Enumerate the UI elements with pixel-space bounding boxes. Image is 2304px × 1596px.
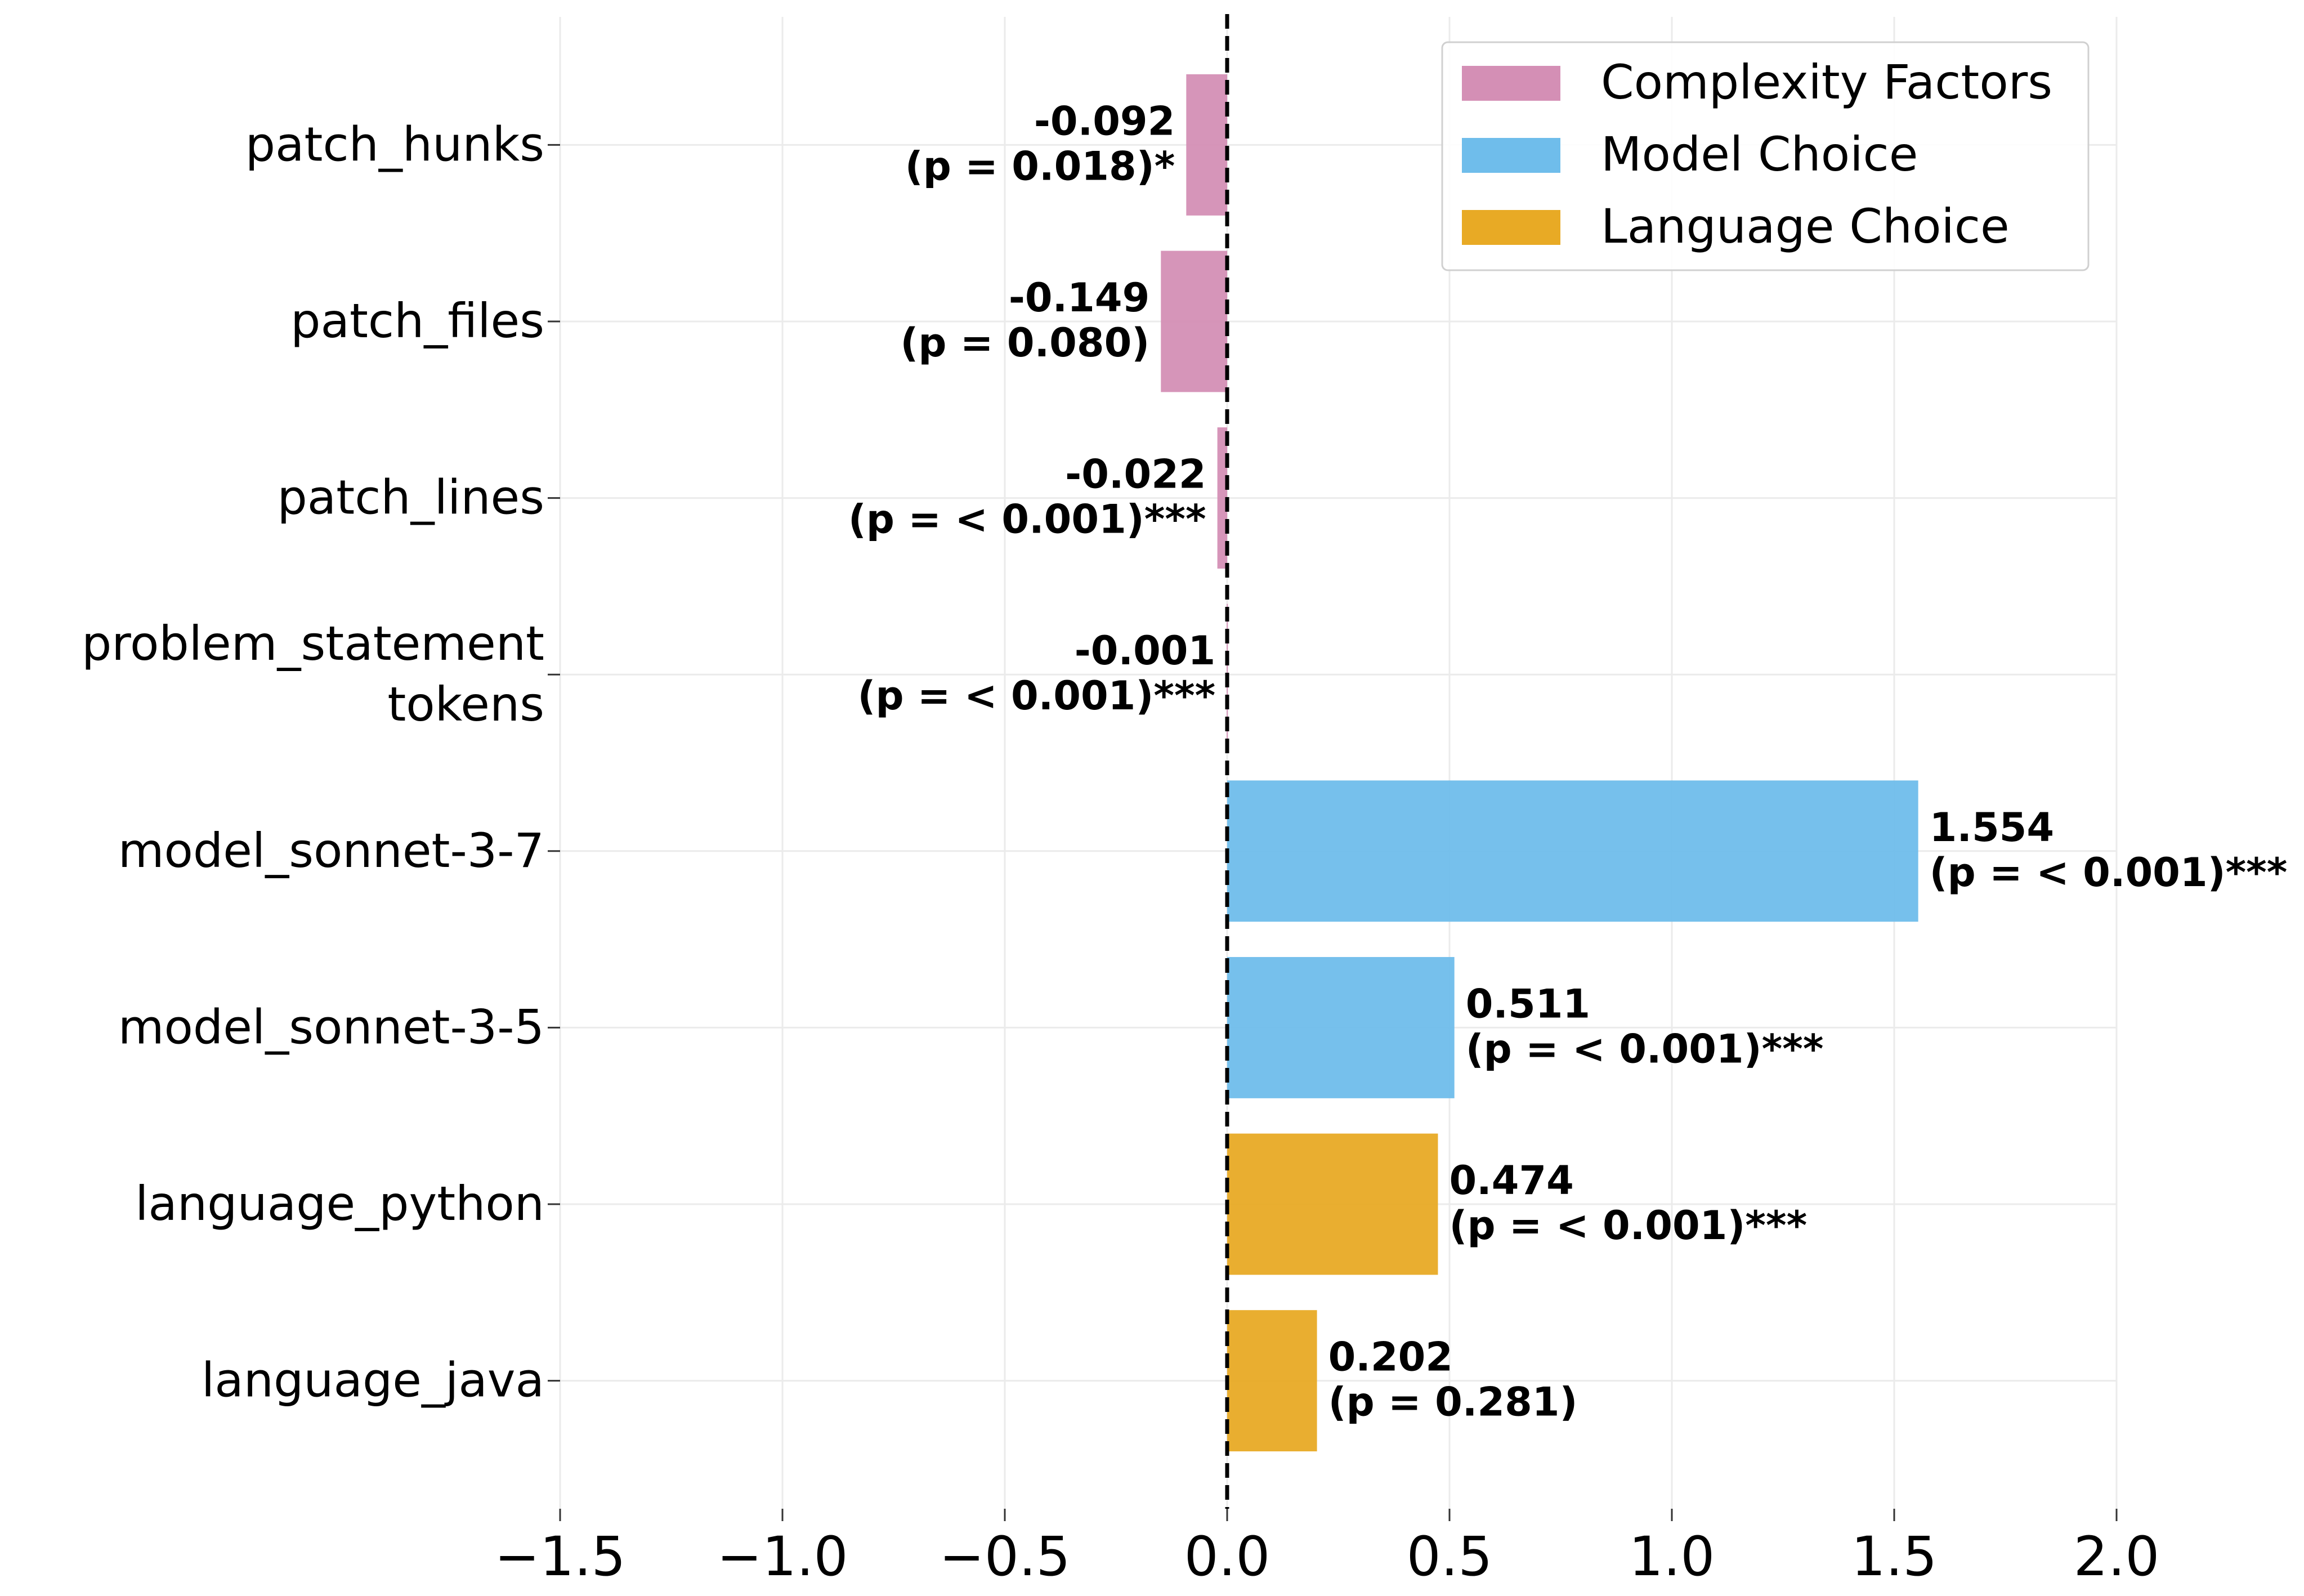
p-value-label: (p = < 0.001)***: [857, 673, 1215, 719]
value-label: 0.202: [1328, 1334, 1453, 1380]
x-tick-label: −1.5: [494, 1525, 625, 1588]
x-tick-label: 1.0: [1629, 1525, 1715, 1588]
value-label: -0.092: [1034, 98, 1175, 144]
y-axis: patch_hunks patch_files patch_linesproblem…: [82, 117, 560, 1408]
bar: [1217, 427, 1227, 569]
y-tick-label: patch_files: [290, 293, 544, 348]
p-value-label: (p = < 0.001)***: [1930, 850, 2288, 896]
legend-swatch: [1462, 66, 1560, 101]
y-tick-label: patch_lines: [277, 470, 544, 525]
value-label: -0.149: [1009, 275, 1149, 321]
x-tick-label: −0.5: [939, 1525, 1070, 1588]
legend-label: Complexity Factors: [1601, 55, 2052, 110]
p-value-label: (p = 0.018)*: [905, 143, 1175, 189]
legend-box: [1441, 41, 2090, 271]
legend: Complexity Factors Model Choice Language C…: [1441, 41, 2090, 271]
value-label: -0.022: [1065, 451, 1206, 498]
bar: [1186, 74, 1227, 216]
y-tick-label: tokens: [387, 677, 544, 732]
value-label: 0.511: [1466, 981, 1590, 1027]
x-tick-label: 0.5: [1407, 1525, 1493, 1588]
bar: [1227, 1310, 1317, 1452]
y-tick-label: problem_statement: [82, 616, 544, 671]
data-labels: -0.092(p = 0.018)* -0.149(p = 0.080) -0.02…: [848, 98, 2288, 1425]
y-tick-label: language_python: [135, 1176, 544, 1231]
x-tick-label: 2.0: [2074, 1525, 2160, 1588]
y-tick-label: patch_hunks: [245, 117, 544, 172]
bars-group: [1161, 74, 1918, 1452]
legend-label: Model Choice: [1601, 127, 1918, 182]
x-axis: −1.5 −1.0 −0.5 0.0 0.5 1.0 1.5 2.0: [494, 1509, 2159, 1588]
y-tick-label: model_sonnet-3-7: [118, 823, 544, 878]
x-tick-label: 1.5: [1851, 1525, 1938, 1588]
y-tick-label: language_java: [202, 1353, 544, 1408]
bar: [1227, 780, 1918, 922]
p-value-label: (p = < 0.001)***: [848, 497, 1206, 543]
legend-label: Language Choice: [1601, 199, 2010, 254]
p-value-label: (p = 0.281): [1328, 1379, 1578, 1425]
value-label: -0.001: [1075, 628, 1215, 674]
bar: [1227, 1133, 1438, 1275]
legend-swatch: [1462, 138, 1560, 173]
p-value-label: (p = < 0.001)***: [1466, 1026, 1824, 1072]
x-tick-label: −1.0: [717, 1525, 848, 1588]
value-label: 1.554: [1930, 804, 2054, 851]
p-value-label: (p = < 0.001)***: [1449, 1202, 1807, 1249]
p-value-label: (p = 0.080): [900, 320, 1149, 366]
bar: [1161, 251, 1227, 392]
value-label: 0.474: [1449, 1157, 1573, 1204]
bar: [1227, 956, 1455, 1098]
x-tick-label: 0.0: [1184, 1525, 1270, 1588]
legend-swatch: [1462, 210, 1560, 245]
y-tick-label: model_sonnet-3-5: [118, 999, 544, 1054]
